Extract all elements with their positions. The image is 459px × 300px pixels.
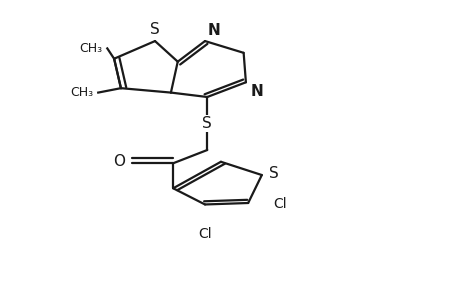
Text: Cl: Cl	[198, 226, 211, 241]
Text: S: S	[150, 22, 160, 37]
Text: N: N	[207, 23, 219, 38]
Text: O: O	[113, 154, 125, 169]
Text: CH₃: CH₃	[70, 86, 94, 99]
Text: S: S	[268, 166, 278, 181]
Text: S: S	[202, 116, 212, 131]
Text: CH₃: CH₃	[79, 42, 102, 55]
Text: N: N	[250, 84, 263, 99]
Text: Cl: Cl	[273, 197, 286, 212]
